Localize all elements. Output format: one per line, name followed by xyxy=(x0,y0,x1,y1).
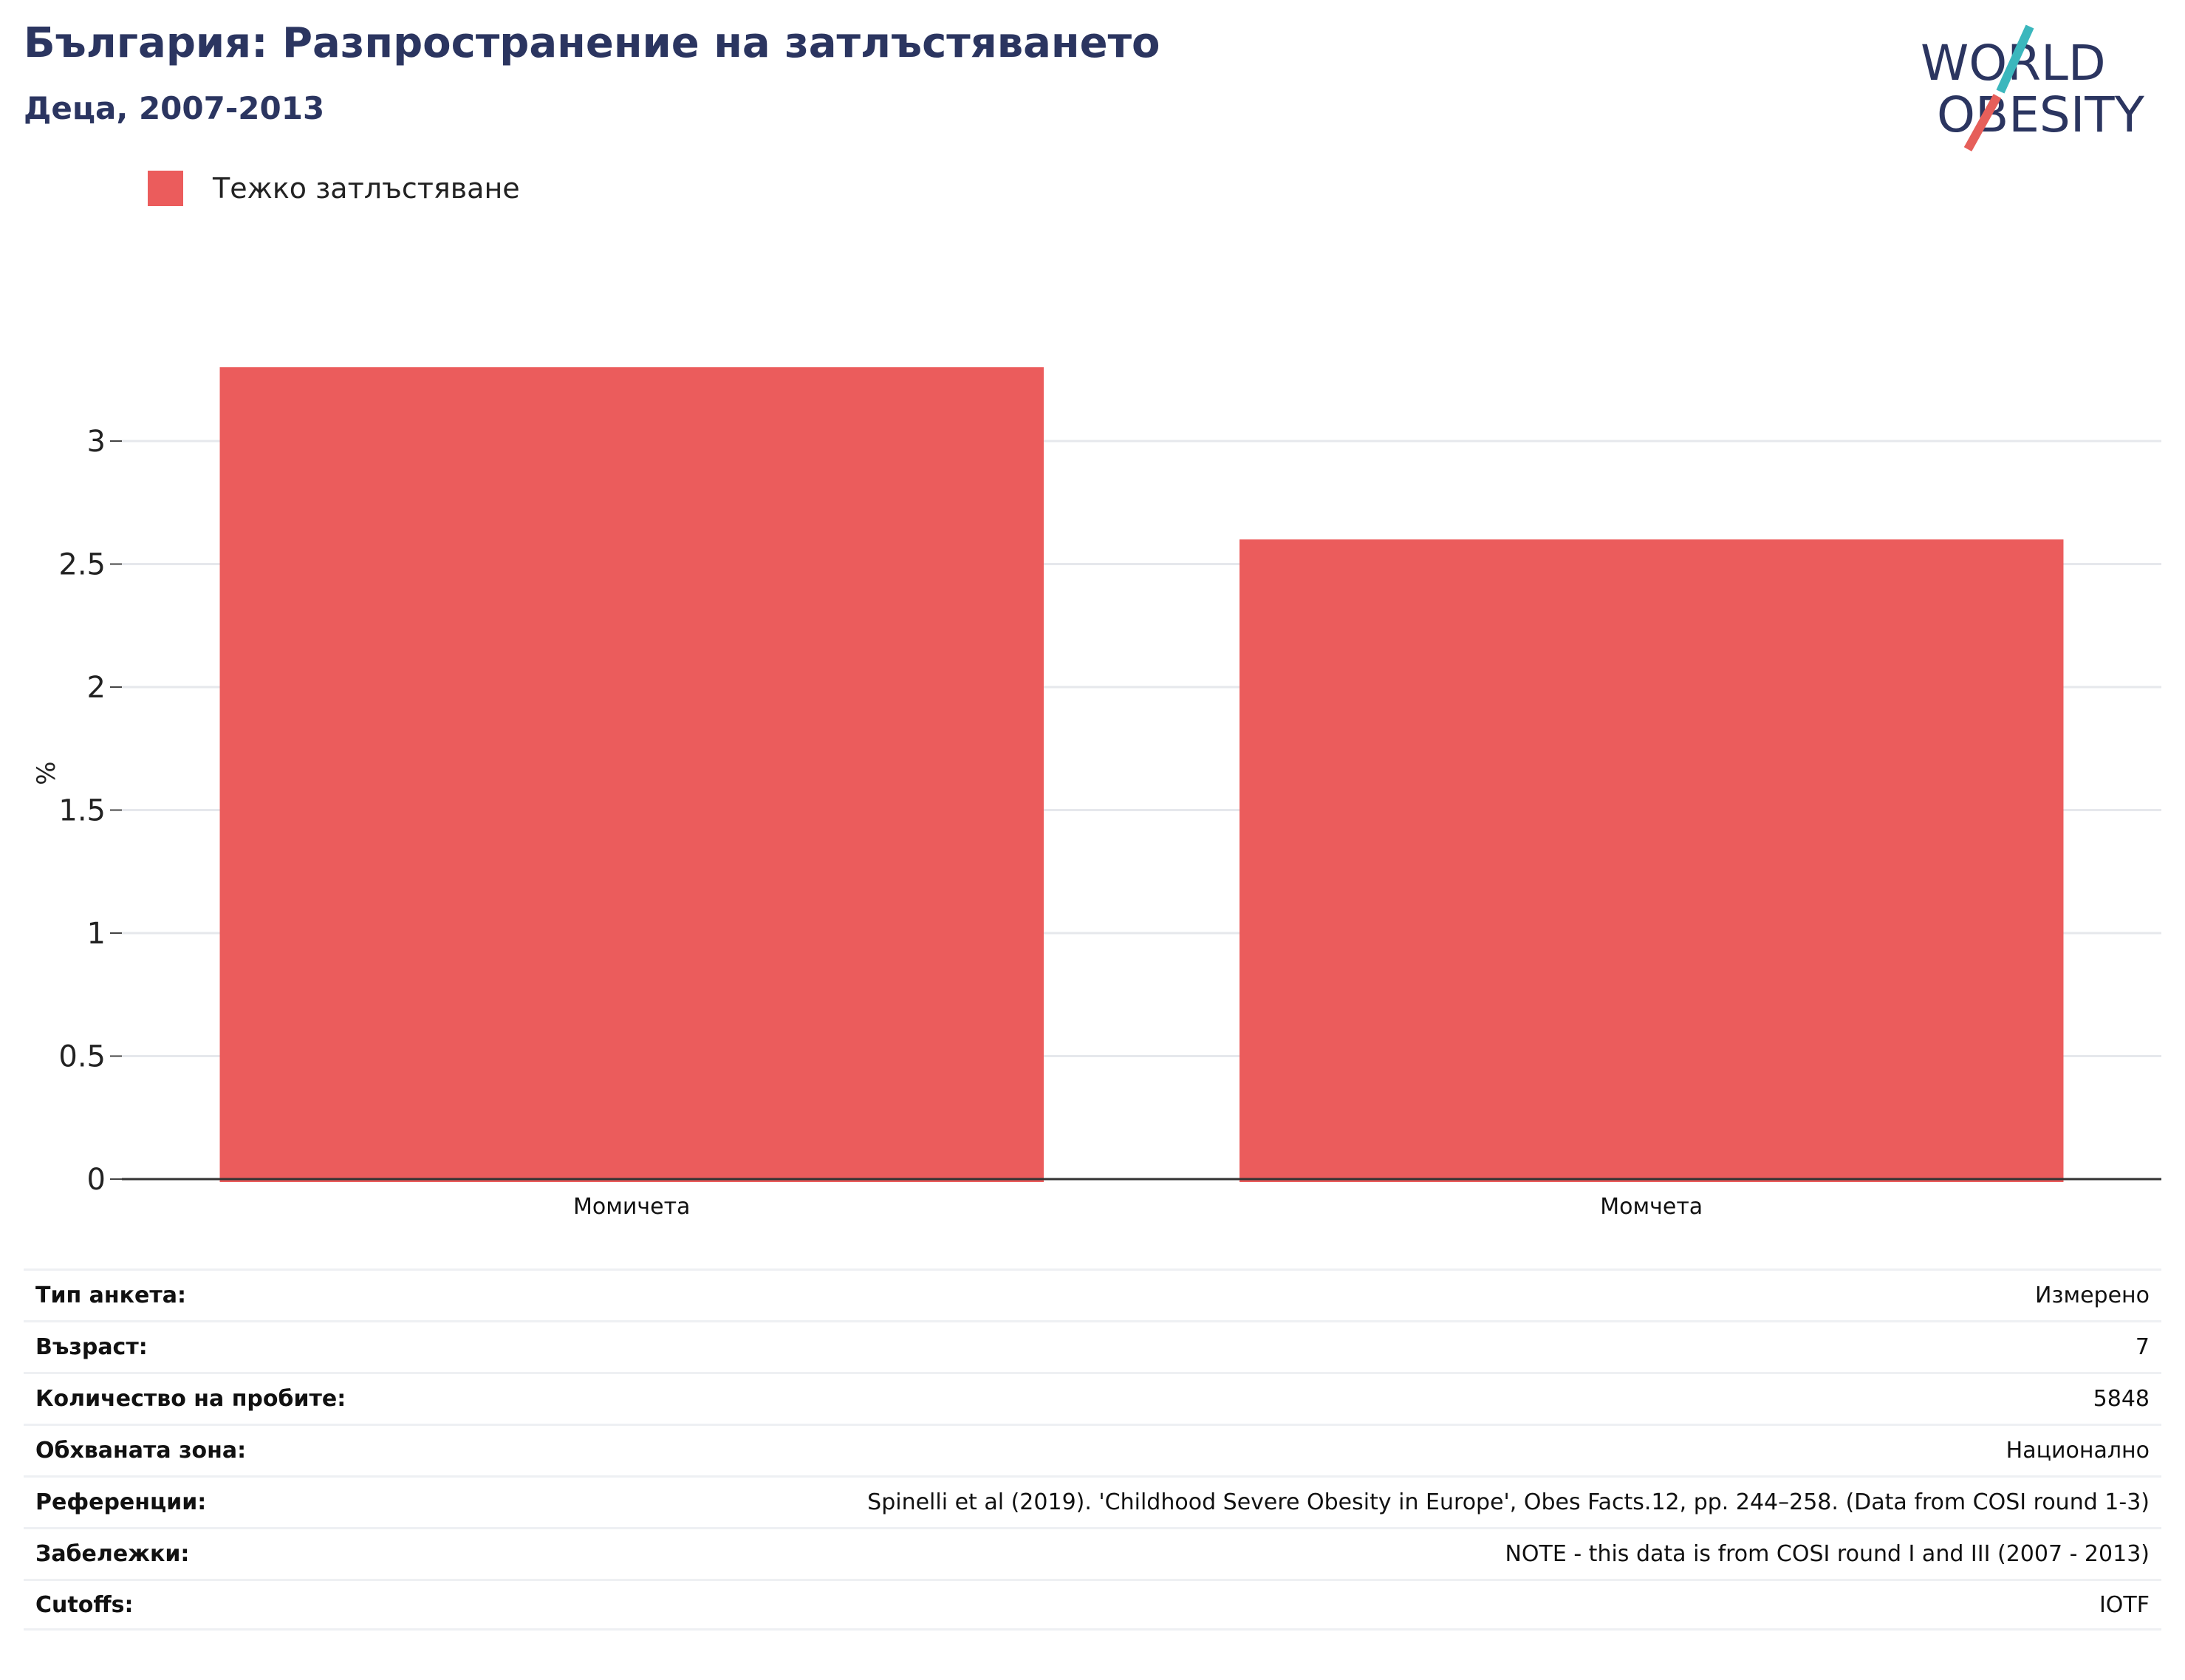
y-tick-label: 1 xyxy=(87,917,106,951)
info-label: Възраст: xyxy=(35,1334,148,1360)
info-row: Cutoffs: IOTF xyxy=(24,1579,2161,1631)
legend-swatch xyxy=(148,171,183,206)
info-value: NOTE - this data is from COSI round I an… xyxy=(1505,1541,2150,1567)
logo-slash-top xyxy=(1996,24,2034,94)
info-row: Възраст: 7 xyxy=(24,1320,2161,1372)
info-label: Забележки: xyxy=(35,1541,190,1567)
bar-chart: 0 0.5 1 1.5 2 2.5 3% Момичета Момчета xyxy=(32,367,2161,1220)
chart-subtitle: Деца, 2007-2013 xyxy=(24,90,325,126)
y-tick-label: 0 xyxy=(87,1163,106,1197)
info-row: Количество на пробите: 5848 xyxy=(24,1372,2161,1424)
info-value: IOTF xyxy=(2099,1591,2150,1618)
info-label: Тип анкета: xyxy=(35,1283,186,1308)
legend-label: Тежко затлъстяване xyxy=(213,172,520,205)
info-row: Обхваната зона: Национално xyxy=(24,1424,2161,1475)
y-tick-label: 2 xyxy=(87,671,106,705)
info-value: 7 xyxy=(2135,1334,2150,1360)
world-obesity-logo: WORLD OBESITY xyxy=(1921,24,2145,151)
info-row: Забележки: NOTE - this data is from COSI … xyxy=(24,1527,2161,1579)
y-tick-label: 3 xyxy=(87,425,106,459)
chart-title: България: Разпространение на затлъстяван… xyxy=(24,19,1160,67)
x-tick-label: Момичета xyxy=(573,1194,690,1220)
info-value: Национално xyxy=(2006,1438,2150,1464)
y-tick-label: 0.5 xyxy=(58,1040,106,1074)
x-tick-label: Момчета xyxy=(1600,1194,1703,1220)
info-label: Референции: xyxy=(35,1489,207,1515)
y-tick-label: 2.5 xyxy=(58,548,106,582)
info-row: Тип анкета: Измерено xyxy=(24,1268,2161,1320)
y-tick-label: 1.5 xyxy=(58,794,106,828)
y-axis-label: % xyxy=(32,761,61,785)
bar xyxy=(219,367,1044,1183)
legend: Тежко затлъстяване xyxy=(148,170,520,207)
info-value: Измерено xyxy=(2035,1283,2150,1308)
info-label: Cutoffs: xyxy=(35,1591,134,1618)
info-table: Тип анкета: Измерено Възраст: 7 Количество н… xyxy=(24,1268,2161,1631)
info-row: Референции: Spinelli et al (2019). 'Child… xyxy=(24,1475,2161,1527)
logo-slash-bottom xyxy=(1963,94,2002,151)
info-label: Обхваната зона: xyxy=(35,1438,247,1464)
bar xyxy=(1239,539,2064,1182)
info-value: Spinelli et al (2019). 'Childhood Severe… xyxy=(867,1489,2150,1515)
info-label: Количество на пробите: xyxy=(35,1386,346,1412)
info-value: 5848 xyxy=(2093,1386,2150,1412)
